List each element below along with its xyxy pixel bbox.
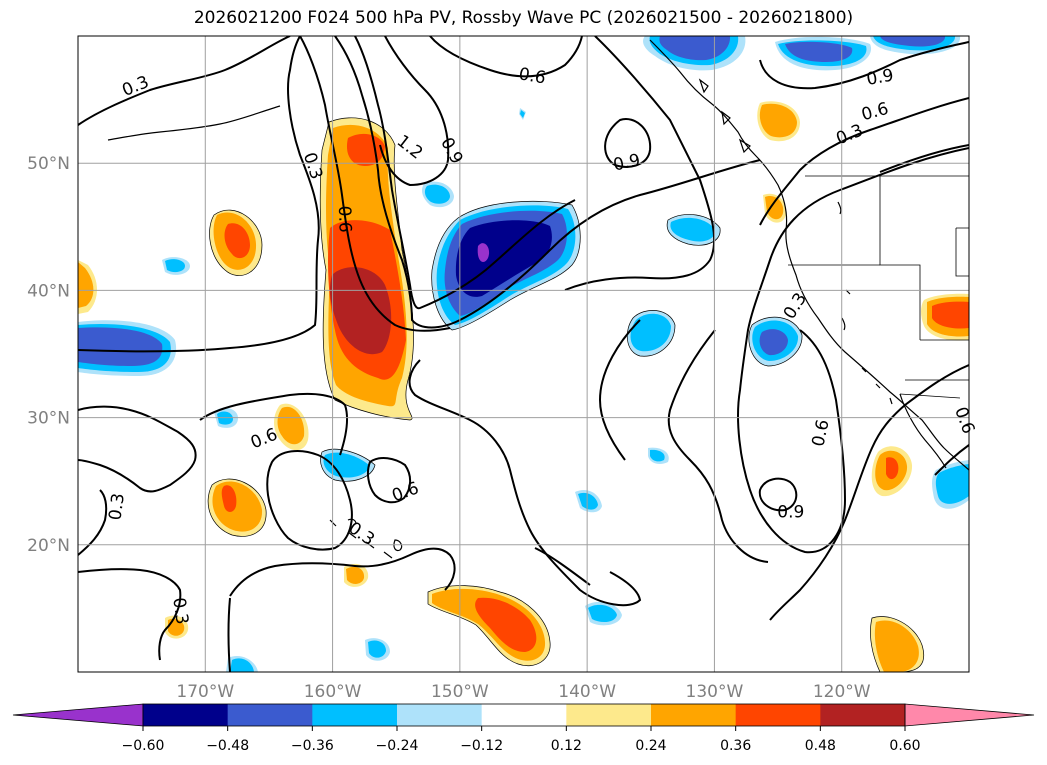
colorbar-segment — [481, 704, 567, 726]
positive-anomaly-central — [330, 267, 392, 355]
lat-tick-label: 30°N — [27, 409, 70, 429]
colorbar-tick-label: 0.24 — [635, 738, 666, 754]
pv-contours — [78, 36, 969, 672]
lat-tick-label: 50°N — [27, 154, 70, 174]
contour-label: 0.3 — [119, 72, 152, 101]
lon-tick-label: 170°W — [176, 682, 234, 702]
chart-title: 2026021200 F024 500 hPa PV, Rossby Wave … — [193, 8, 854, 28]
negative-anomaly-central — [477, 243, 490, 262]
lon-tick-label: 160°W — [304, 682, 362, 702]
contour-label: 0.3 — [344, 518, 378, 550]
colorbar-tick-label: 0.60 — [889, 738, 920, 754]
lon-tick-label: 150°W — [431, 682, 489, 702]
contour-label: 0.6 — [950, 404, 978, 436]
contour-label: 0.9 — [865, 65, 895, 89]
political-borders — [788, 175, 969, 399]
contour-labels: 0.3 0.61.2 0.90.30.60.90.90.60.30.30.60.90… — [105, 64, 978, 626]
colorbar-tick-label: −0.12 — [460, 738, 503, 754]
map-frame — [77, 35, 970, 673]
colorbar-extend-high — [904, 703, 1035, 727]
colorbar-tick-label: −0.48 — [206, 738, 249, 754]
colorbar-segment — [143, 704, 229, 726]
lon-tick-label: 130°W — [686, 682, 744, 702]
colorbar: −0.60 −0.48 −0.36 −0.24 −0.12 0.12 0.24 0.36 0.4… — [12, 703, 1035, 754]
contour-label: 0.6 — [859, 99, 890, 125]
contour-label: 0.9 — [436, 134, 466, 167]
colorbar-tick-label: −0.36 — [291, 738, 334, 754]
contour-label: 0.3 — [780, 289, 811, 323]
colorbar-tick-label: −0.24 — [376, 738, 419, 754]
lon-tick-label: 140°W — [558, 682, 616, 702]
gridlines — [78, 36, 969, 672]
colorbar-segment — [312, 704, 398, 726]
colorbar-segment — [227, 704, 313, 726]
negative-anomaly-central — [455, 220, 552, 297]
contour-label: 0.3 — [105, 492, 129, 522]
colorbar-segment — [820, 704, 906, 726]
colorbar-frame — [142, 703, 906, 727]
colorbar-extend-low — [12, 703, 144, 727]
contour-label: 0.9 — [777, 503, 804, 523]
axis-labels: 170°W 160°W 150°W 140°W 130°W 120°W 20°N 30°N 40… — [27, 154, 871, 702]
contour-label: 0.6 — [517, 64, 547, 88]
colorbar-segment — [735, 704, 821, 726]
contour-label: 0.6 — [334, 205, 355, 233]
colorbar-tick-label: 0.48 — [805, 738, 836, 754]
colorbar-tick-label: 0.36 — [720, 738, 751, 754]
lat-tick-label: 20°N — [27, 536, 70, 556]
lat-tick-label: 40°N — [27, 281, 70, 301]
fill-outlines — [207, 117, 924, 672]
contour-label: 0.6 — [808, 418, 833, 449]
contour-label: 0.9 — [612, 150, 643, 175]
colorbar-segment — [397, 704, 483, 726]
pv-anomaly-fills — [78, 36, 969, 672]
contour-label: 1.2 — [393, 131, 427, 163]
contour-label: 0.3 — [168, 596, 192, 626]
colorbar-tick-label: −0.60 — [122, 738, 165, 754]
contour-label: 0.3 — [833, 121, 866, 150]
lon-tick-label: 120°W — [813, 682, 871, 702]
colorbar-tick-label: 0.12 — [551, 738, 582, 754]
contour-label: 0.6 — [389, 478, 421, 506]
colorbar-segment — [566, 704, 652, 726]
colorbar-segment — [651, 704, 737, 726]
